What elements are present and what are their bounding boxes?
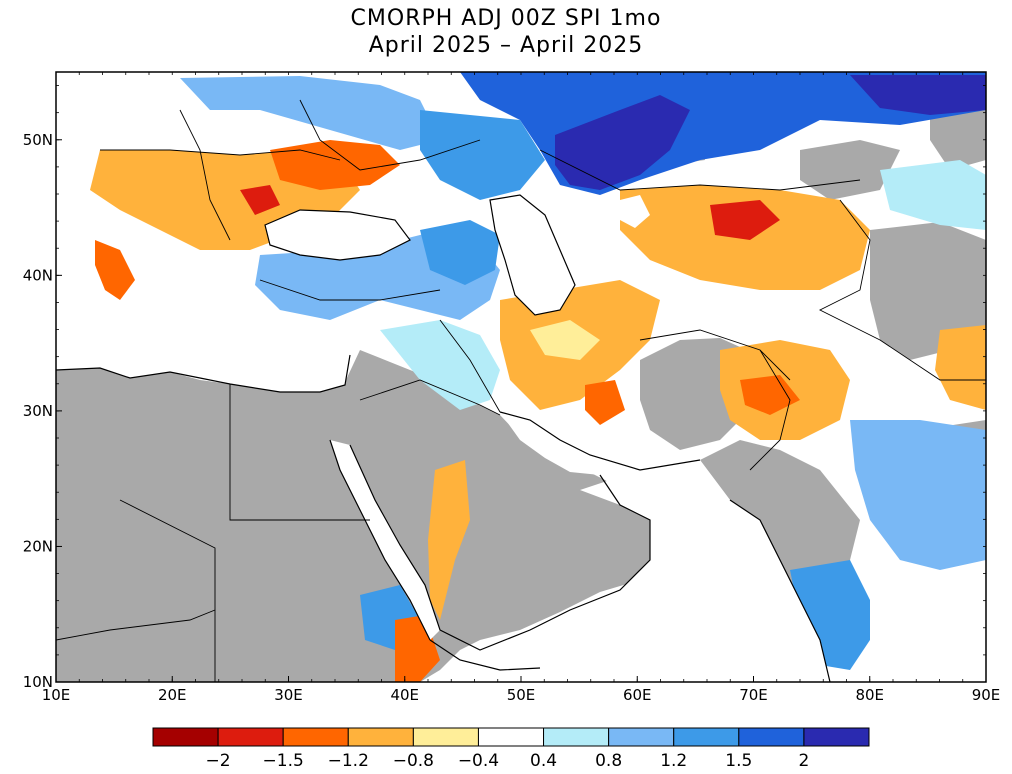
x-tick-label: 30E <box>274 686 303 704</box>
wet-caspian-west <box>420 220 500 285</box>
coast-arabia <box>349 444 651 651</box>
colorbar-swatch <box>282 727 349 747</box>
neutral-iran-light <box>530 320 600 360</box>
colorbar-swatch <box>412 727 479 747</box>
border-iran-iraq <box>439 319 501 413</box>
no-data-mongolia <box>800 140 900 200</box>
y-axis: 10N 20N 30N 40N 50N <box>23 85 986 691</box>
border-kazakh <box>539 149 861 191</box>
y-tick-label: 50N <box>23 131 53 149</box>
x-tick-label: 50E <box>507 686 536 704</box>
colorbar-swatch <box>152 727 219 747</box>
x-tick-label: 10E <box>42 686 71 704</box>
x-tick-label: 60E <box>623 686 652 704</box>
y-tick-label: 20N <box>23 537 53 555</box>
dry-kazakh-core <box>710 200 780 240</box>
y-tick-label: 40N <box>23 266 53 284</box>
plot-area <box>56 72 986 682</box>
colorbar-swatch <box>673 727 740 747</box>
x-axis: 10E 20E 30E 40E 50E 60E 70E 80E 90E <box>42 72 1001 704</box>
colorbar-swatch <box>347 727 414 747</box>
black-sea <box>265 210 410 260</box>
wet-india-east <box>850 420 986 570</box>
dry-italy <box>95 240 135 300</box>
colorbar-label: −0.8 <box>393 751 434 771</box>
dry-romania-core <box>240 185 280 215</box>
border-china <box>818 199 986 381</box>
border-afghan <box>639 329 791 381</box>
dry-ukraine <box>270 140 400 190</box>
x-tick-label: 40E <box>390 686 419 704</box>
map-title-line2: April 2025 – April 2025 <box>368 33 644 58</box>
colorbar-swatch <box>477 727 545 747</box>
y-tick-label: 10N <box>23 673 53 691</box>
colorbar-label: 0.8 <box>595 751 622 771</box>
colorbar-label: −1.5 <box>263 751 304 771</box>
coast-med <box>56 354 351 393</box>
colorbar-label: −0.4 <box>458 751 499 771</box>
persian-gulf <box>500 412 600 475</box>
red-sea <box>330 440 440 640</box>
x-tick-label: 90E <box>972 686 1001 704</box>
border-europe-2 <box>179 109 231 241</box>
no-data-siberia <box>930 100 986 170</box>
x-tick-label: 20E <box>158 686 187 704</box>
map-title-line1: CMORPH ADJ 00Z SPI 1mo <box>350 6 662 31</box>
wet-china-patch <box>880 160 986 230</box>
x-tick-label: 70E <box>739 686 768 704</box>
border-saudi <box>359 379 501 416</box>
dry-tibet-east <box>935 325 986 410</box>
dry-arabia-strip <box>428 460 470 620</box>
colorbar-swatch <box>608 727 675 747</box>
mediterranean-sea <box>56 300 350 392</box>
coastlines <box>56 194 831 682</box>
country-borders <box>56 99 986 682</box>
aral-sea <box>620 195 650 228</box>
dry-pakistan-core <box>740 375 800 415</box>
very-wet-siberia <box>850 75 986 115</box>
dry-iran-core <box>585 380 625 425</box>
wet-iraq <box>380 320 500 410</box>
coast-black-sea <box>264 209 411 261</box>
colorbar-swatch <box>803 727 870 747</box>
colorbar-label: −2 <box>206 751 231 771</box>
y-tick-label: 30N <box>23 402 53 420</box>
border-africa-3 <box>56 609 216 641</box>
border-pakistan-india <box>749 349 791 471</box>
coast-red-sea-west <box>329 439 431 641</box>
border-europe-3 <box>299 99 481 171</box>
border-africa-2 <box>119 499 216 682</box>
caspian-sea <box>490 195 575 315</box>
no-data-tibet <box>870 222 986 360</box>
colorbar-swatch <box>543 727 610 747</box>
x-tick-label: 80E <box>855 686 884 704</box>
coast-africa-horn <box>429 639 541 671</box>
very-wet-kazakh-west <box>555 95 690 190</box>
colorbar: −2 −1.5 −1.2 −0.8 −0.4 0.4 0.8 1.2 1.5 2 <box>152 727 870 771</box>
coast-india <box>729 499 831 682</box>
wet-russia-belt <box>420 110 545 200</box>
coast-gulf-north <box>499 411 701 471</box>
colorbar-swatch <box>738 727 805 747</box>
wet-europe-north <box>180 76 440 150</box>
colorbar-label: 0.4 <box>530 751 557 771</box>
coast-caspian <box>489 194 576 316</box>
border-africa-1 <box>229 384 370 521</box>
border-turkey <box>259 279 441 301</box>
colorbar-swatch <box>217 727 284 747</box>
colorbar-label: 1.5 <box>725 751 752 771</box>
colorbar-label: 1.2 <box>660 751 687 771</box>
no-data-india-west <box>700 440 860 600</box>
colorbar-label: 2 <box>798 751 809 771</box>
border-europe-1 <box>100 149 341 161</box>
colorbar-label: −1.2 <box>328 751 369 771</box>
